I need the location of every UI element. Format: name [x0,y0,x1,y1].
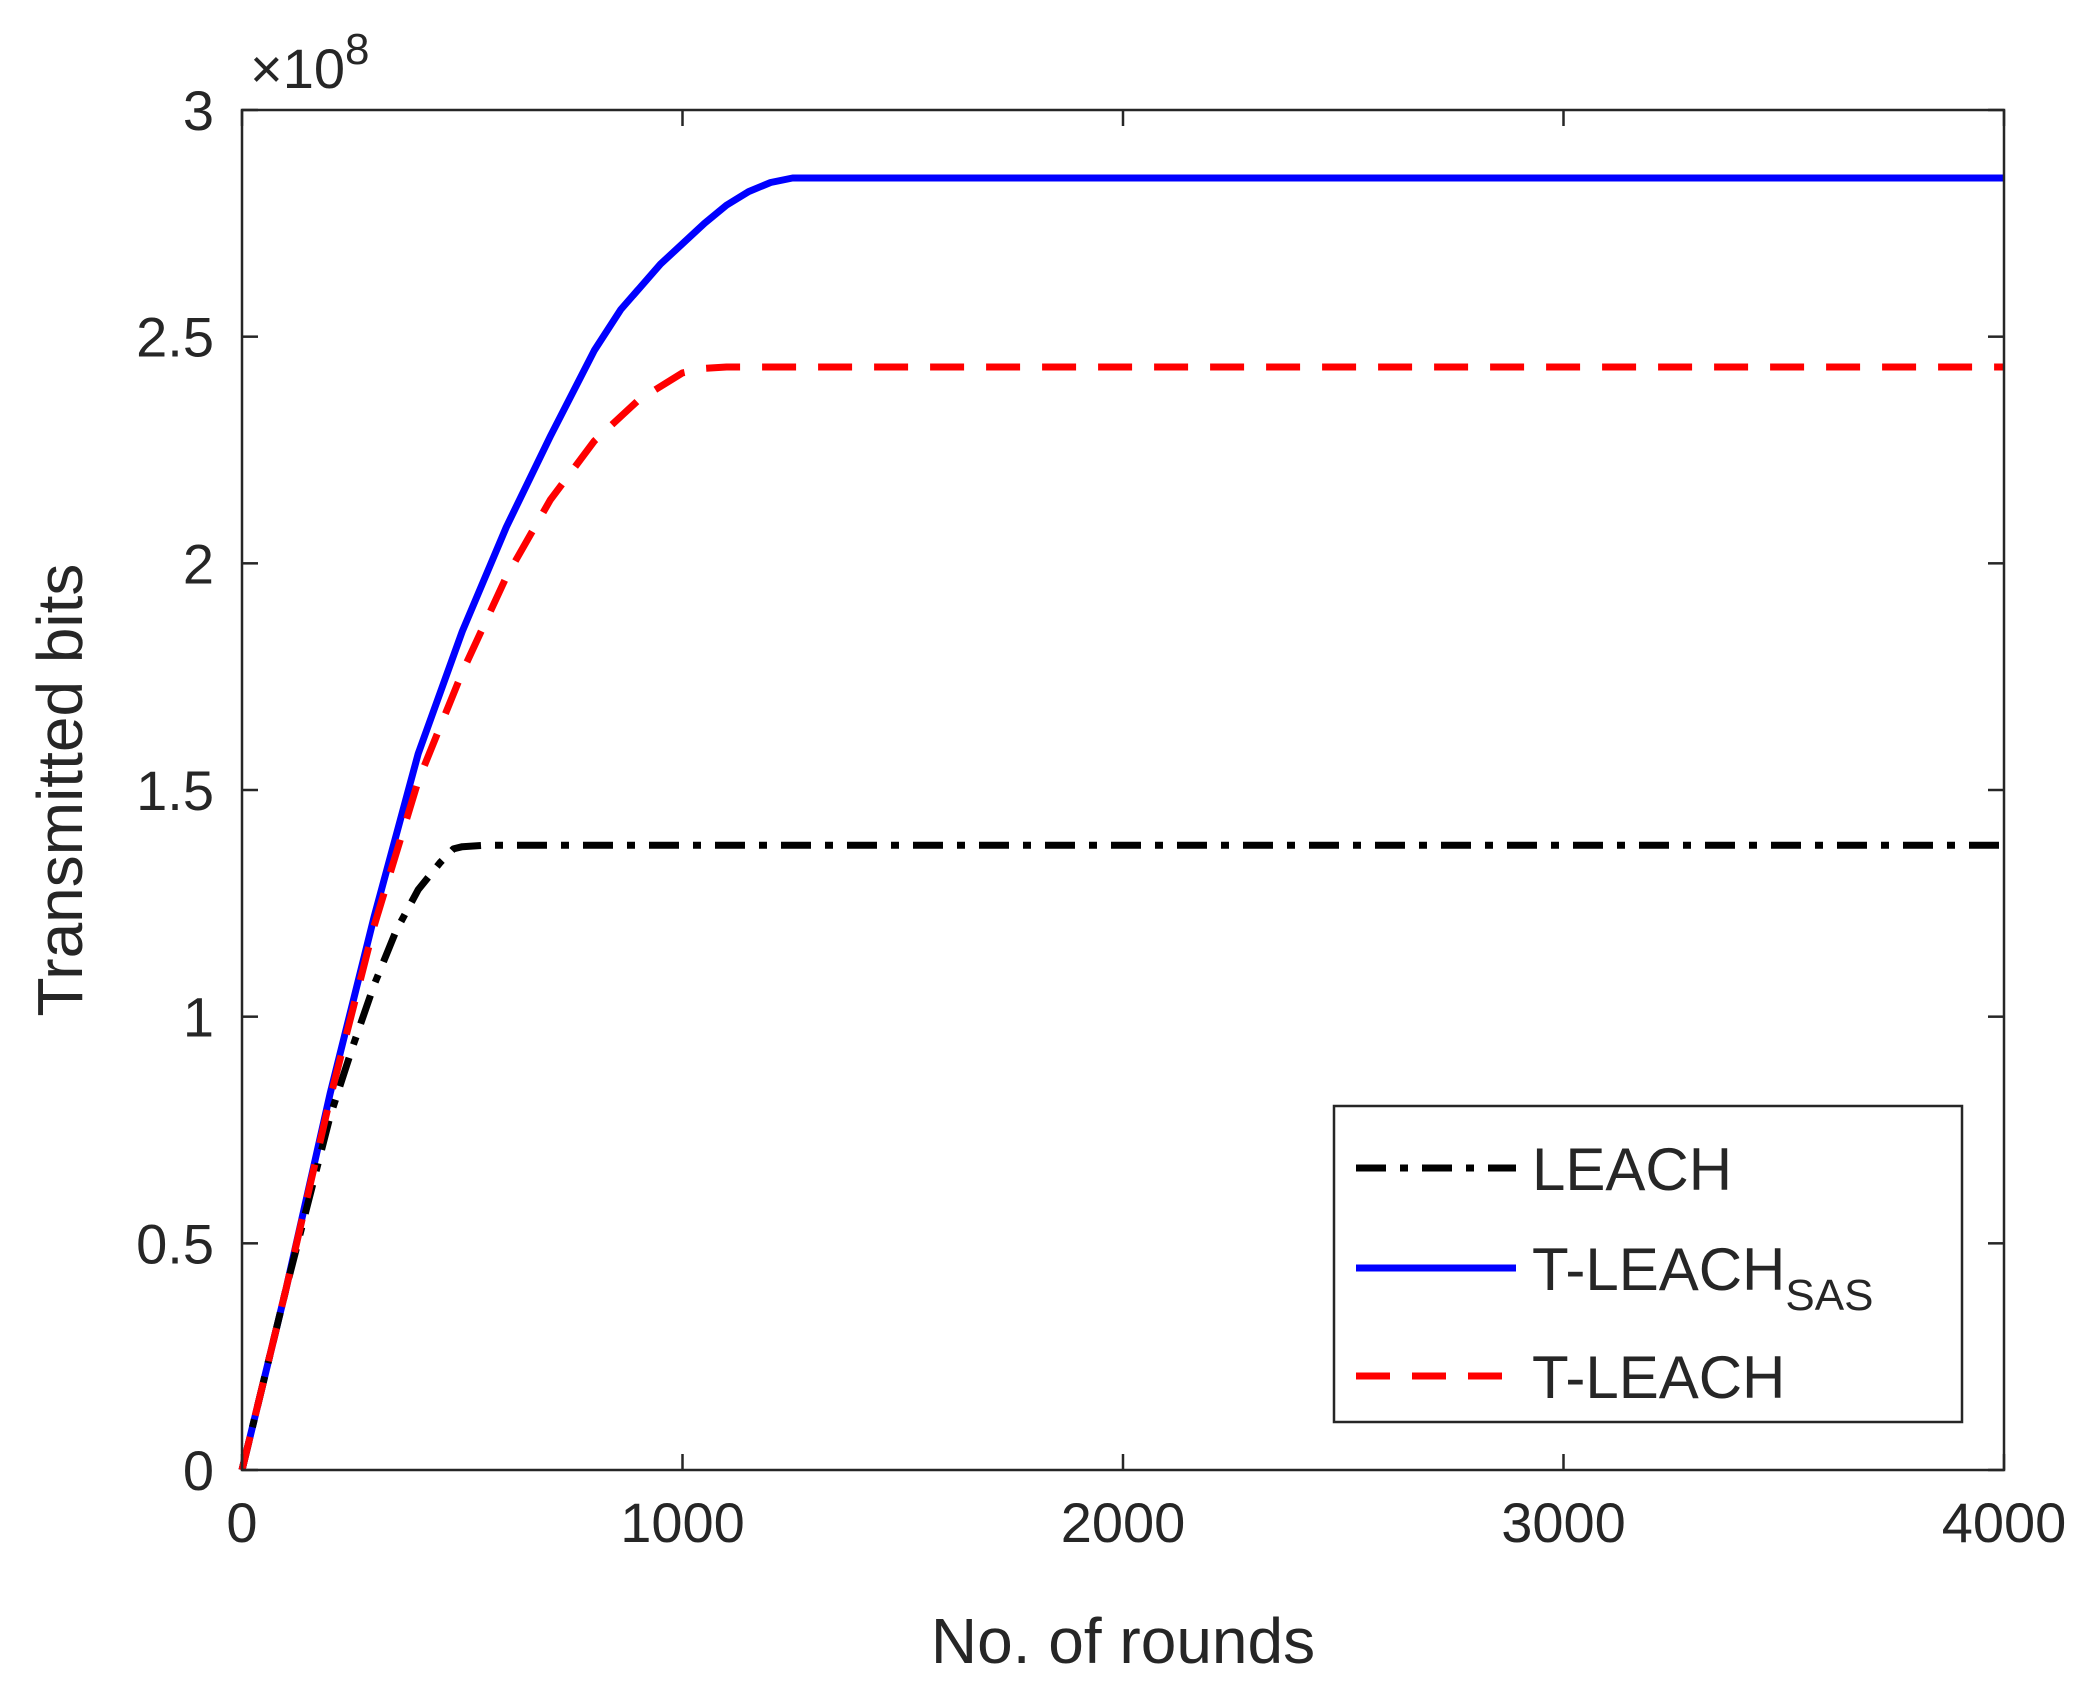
x-tick-label: 1000 [620,1491,745,1554]
y-tick-label: 1 [183,986,214,1049]
legend-box [1332,1104,1964,1424]
series-line-leach [238,841,2004,1471]
x-tick-label: 0 [226,1491,257,1554]
y-axis-title: Transmitted bits [24,564,96,1017]
x-tick-label: 2000 [1061,1491,1186,1554]
x-tick-label: 4000 [1942,1491,2067,1554]
legend-label: LEACH [1532,1136,1732,1203]
tick-layer: 0 1000 2000 3000 4000 0 0.5 1 1.5 2 2.5 3 [136,79,2066,1554]
y-exponent-power: 8 [345,25,369,74]
legend-items: LEACH T-LEACHSAS T-LEACH [1356,1136,1873,1411]
y-exponent-label: ×108 [250,25,369,100]
legend-label: T-LEACHSAS [1532,1236,1873,1320]
y-tick-label: 1.5 [136,759,214,822]
x-axis-title: No. of rounds [931,1605,1315,1677]
legend-label: T-LEACH [1532,1344,1785,1411]
y-tick-label: 3 [183,79,214,142]
series-line-t-leach [238,363,2004,1471]
y-tick-label: 0 [183,1439,214,1502]
y-tick-label: 2 [183,532,214,595]
series-line-t-leachsas [238,174,2004,1471]
y-tick-label: 0.5 [136,1212,214,1275]
series-layer [238,174,2004,1471]
legend: LEACH T-LEACHSAS T-LEACH [1332,1104,1964,1424]
y-tick-label: 2.5 [136,306,214,369]
x-tick-label: 3000 [1501,1491,1626,1554]
